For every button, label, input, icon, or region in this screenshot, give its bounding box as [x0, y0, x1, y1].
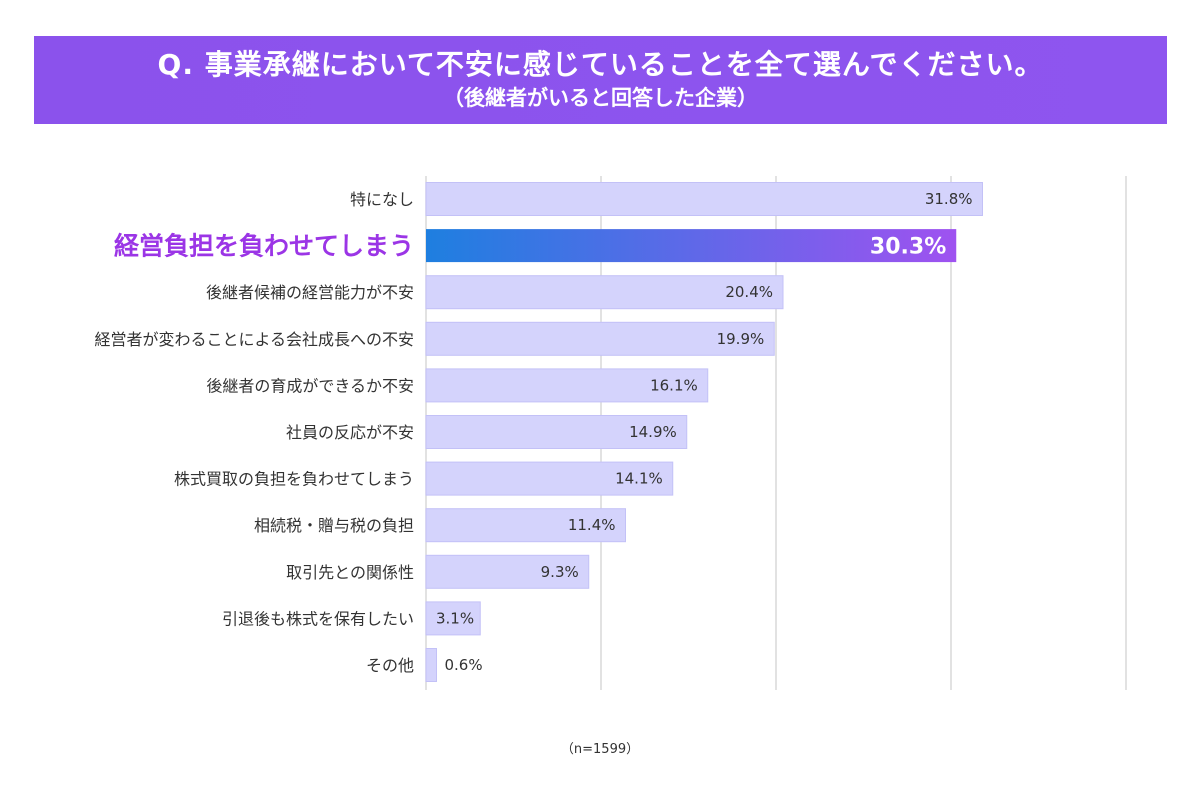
bar — [425, 182, 983, 216]
value-label: 14.1% — [615, 470, 663, 488]
bar — [425, 601, 481, 636]
category-label: 引退後も株式を保有したい — [222, 609, 414, 628]
category-labels: 特になし経営負担を負わせてしまう後継者候補の経営能力が不安経営者が変わることによ… — [94, 190, 414, 675]
value-label: 3.1% — [436, 609, 474, 627]
bar — [425, 368, 709, 403]
category-label: 後継者の育成ができるか不安 — [206, 376, 414, 395]
bar — [425, 321, 775, 356]
title-banner: Q. 事業承継において不安に感じていることを全て選んでください。 （後継者がいる… — [34, 36, 1167, 124]
category-label: 相続税・贈与税の負担 — [254, 516, 414, 535]
bar — [425, 508, 626, 543]
category-label: 経営負担を負わせてしまう — [114, 232, 414, 261]
category-label: 社員の反応が不安 — [286, 423, 414, 442]
category-label: 経営者が変わることによる会社成長への不安 — [94, 330, 414, 349]
category-label: その他 — [366, 656, 414, 675]
value-label: 31.8% — [925, 190, 973, 208]
value-label: 0.6% — [445, 656, 483, 674]
value-label: 16.1% — [650, 376, 698, 394]
sample-size-note: （n=1599） — [560, 742, 640, 757]
category-label: 取引先との関係性 — [286, 563, 414, 582]
bar-highlight — [426, 229, 957, 263]
bar — [425, 275, 784, 310]
value-label: 30.3% — [870, 235, 946, 260]
value-label: 20.4% — [725, 283, 773, 301]
value-label: 9.3% — [541, 563, 579, 581]
value-labels: 31.8% 30.3% 20.4% 19.9% 16.1% 14.9% 14.1% 11.4%… — [436, 190, 973, 674]
bars — [425, 182, 983, 682]
value-label: 19.9% — [717, 330, 765, 348]
bar — [425, 461, 674, 496]
bar — [425, 554, 590, 589]
bar — [425, 648, 437, 682]
chart-subtitle: （後継者がいると回答した企業） — [443, 86, 758, 110]
chart-title: Q. 事業承継において不安に感じていることを全て選んでください。 — [157, 48, 1044, 81]
category-label: 後継者候補の経営能力が不安 — [206, 283, 414, 302]
value-label: 11.4% — [568, 516, 616, 534]
value-label: 14.9% — [629, 423, 677, 441]
category-label: 特になし — [350, 190, 414, 209]
category-label: 株式買取の負担を負わせてしまう — [174, 470, 414, 489]
bar — [425, 415, 688, 449]
